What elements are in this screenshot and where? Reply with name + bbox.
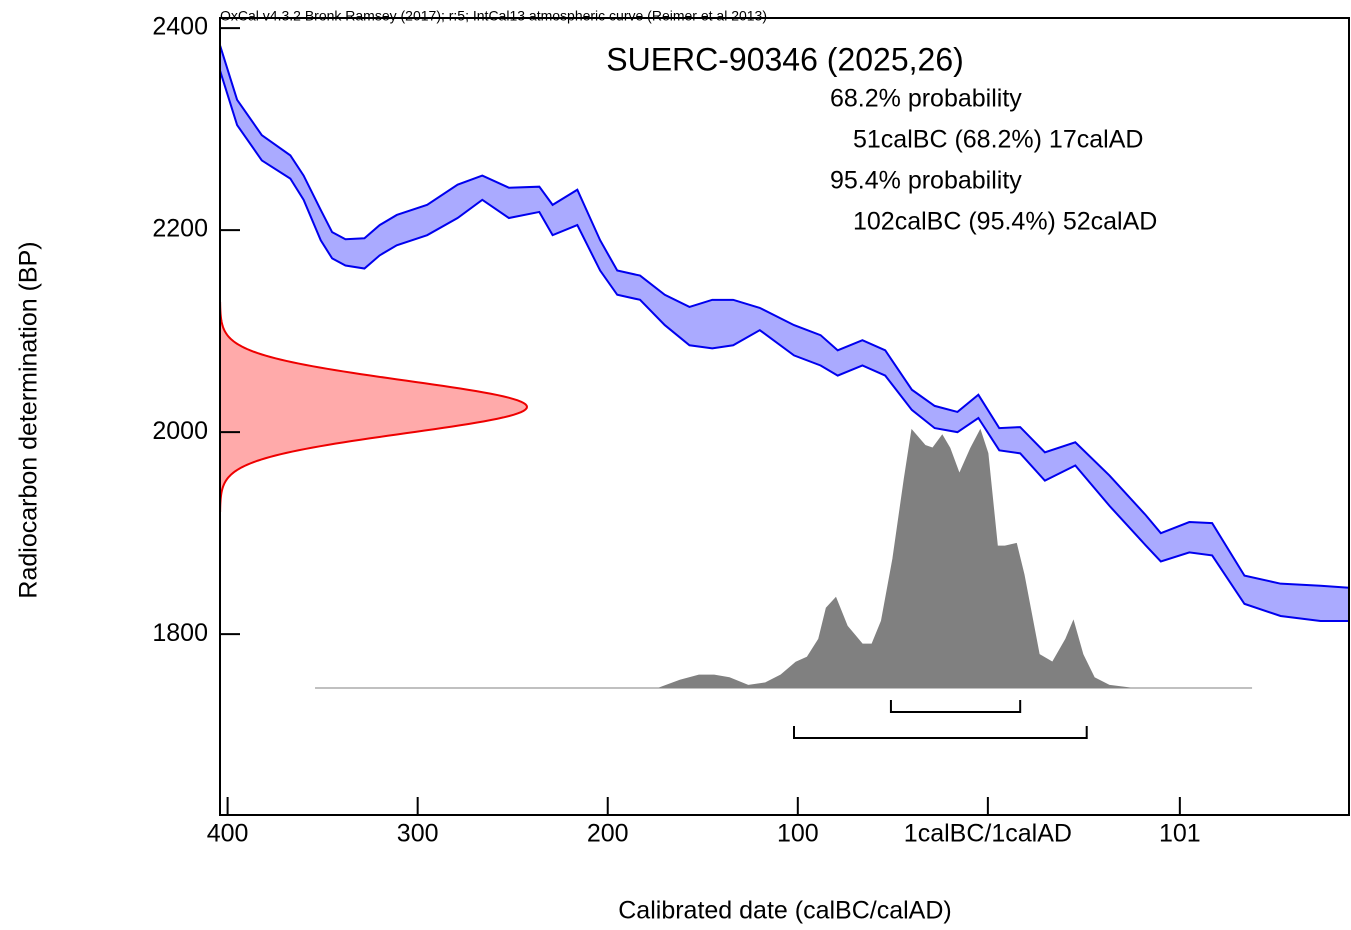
- measurement-distribution: [220, 301, 527, 512]
- range-bracket: [793, 726, 1088, 739]
- curve-band: [220, 45, 1349, 622]
- y-tick-label: 2200: [152, 215, 208, 243]
- header: OxCal v4.3.2 Bronk Ramsey (2017); r:5; I…: [220, 8, 767, 24]
- y-tick-label: 2400: [152, 13, 208, 41]
- x-tick-label: 200: [587, 820, 629, 848]
- y-tick-label: 2000: [152, 417, 208, 445]
- range-heading: 68.2% probability: [830, 85, 1022, 113]
- y-tick-label: 1800: [152, 619, 208, 647]
- posterior-distribution: [315, 428, 1253, 689]
- x-tick-label: 400: [207, 820, 249, 848]
- x-tick-label: 300: [397, 820, 439, 848]
- curve-upper: [219, 44, 1350, 589]
- x-tick-label: 101: [1159, 820, 1201, 848]
- x-tick-label: 100: [777, 820, 819, 848]
- chart-title: SUERC-90346 (2025,26): [606, 41, 964, 77]
- range-text: 51calBC (68.2%) 17calAD: [853, 126, 1143, 154]
- y-axis-title: Radiocarbon determination (BP): [15, 241, 43, 598]
- x-tick-label: 1calBC/1calAD: [904, 820, 1072, 848]
- measurement-outline: [219, 301, 529, 512]
- range-text: 102calBC (95.4%) 52calAD: [853, 208, 1157, 236]
- curve-lower: [219, 70, 1349, 623]
- x-axis-title: Calibrated date (calBC/calAD): [618, 897, 951, 925]
- plot-frame: [219, 17, 1350, 816]
- range-bracket: [889, 700, 1022, 713]
- range-heading: 95.4% probability: [830, 167, 1022, 195]
